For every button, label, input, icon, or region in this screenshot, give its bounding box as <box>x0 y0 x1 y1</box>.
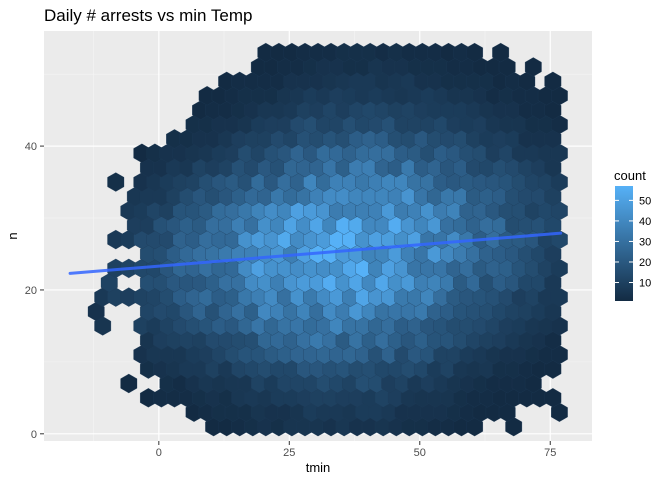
hex-bin <box>544 388 562 408</box>
hex-bin <box>551 143 568 163</box>
hex-bin <box>551 114 568 135</box>
legend-tick-label: 10 <box>639 278 651 290</box>
hex-bin <box>498 402 516 422</box>
hex-bin <box>544 359 562 379</box>
hex-bin <box>551 316 568 336</box>
hex-bin <box>544 186 562 207</box>
hex-bin <box>544 273 562 293</box>
legend-tick-label: 50 <box>639 195 651 207</box>
legend-ticks: 10 20 30 40 50 <box>615 195 651 290</box>
hex-bins <box>87 42 568 437</box>
hex-bin <box>544 129 562 149</box>
hex-bin <box>100 273 118 293</box>
legend-tick-label: 40 <box>639 216 651 228</box>
hex-bin <box>466 42 483 63</box>
legend-colorbar <box>615 186 633 301</box>
hex-bin <box>551 86 568 106</box>
hex-bin <box>505 416 523 437</box>
hex-bin <box>551 402 568 422</box>
y-axis-title: n <box>5 232 20 239</box>
trend-line <box>68 231 563 275</box>
hex-bin <box>544 71 562 91</box>
y-tick-label: 40 <box>25 141 37 153</box>
legend-tick-label: 30 <box>639 236 651 248</box>
legend-tick-label: 20 <box>639 257 651 269</box>
hex-bin <box>544 330 562 350</box>
hex-bin <box>551 287 568 307</box>
y-tick-label: 0 <box>31 429 37 441</box>
x-tick-label: 25 <box>283 447 295 459</box>
hex-bin <box>492 42 510 63</box>
hex-bin <box>524 57 542 77</box>
x-tick-label: 75 <box>544 447 556 459</box>
y-tick-label: 20 <box>25 285 37 297</box>
hex-bin <box>551 345 568 365</box>
x-tick-label: 50 <box>414 447 426 459</box>
hex-bin <box>551 258 568 279</box>
hex-bin <box>544 100 562 120</box>
x-tick-label: 0 <box>156 447 162 459</box>
legend: count 10 20 30 40 50 <box>614 168 651 301</box>
chart-title: Daily # arrests vs min Temp <box>44 6 252 25</box>
hex-bin <box>94 316 112 336</box>
hex-bin <box>551 172 568 192</box>
hex-bin <box>544 244 562 264</box>
legend-title: count <box>614 168 646 183</box>
hex-bin <box>87 301 105 322</box>
hex-bin <box>551 201 568 221</box>
hex-bin <box>498 57 516 77</box>
hex-bin <box>466 416 483 437</box>
x-axis-ticks: 0 25 50 75 <box>156 441 556 459</box>
hex-bin <box>107 172 125 192</box>
hex-bin <box>544 158 562 178</box>
hex-bin <box>120 373 138 394</box>
hex-bin <box>518 71 536 91</box>
x-axis-title: tmin <box>306 460 331 475</box>
hex-bin <box>544 301 562 322</box>
hex-bin <box>524 373 542 394</box>
y-axis-ticks: 0 20 40 <box>25 141 44 441</box>
